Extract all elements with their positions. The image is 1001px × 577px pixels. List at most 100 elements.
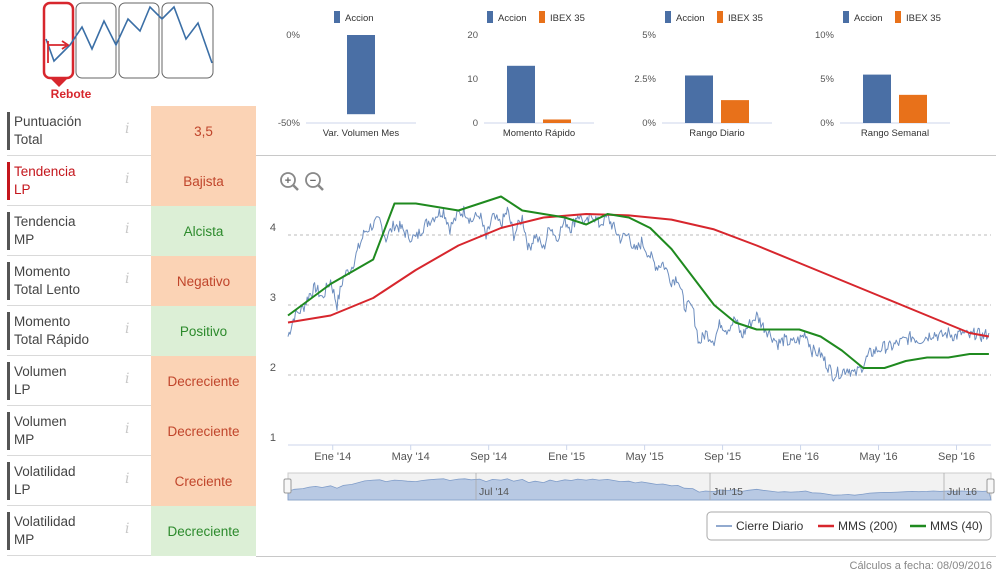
row-marker: [7, 512, 10, 550]
legend-label: Cierre Diario: [736, 519, 804, 533]
metric-value: Creciente: [151, 456, 256, 506]
y-tick-label: -50%: [278, 118, 301, 129]
metric-row: Volatilidad LP i Creciente: [7, 456, 256, 506]
y-tick-label: 5%: [642, 30, 656, 41]
y-tick-label: 3: [270, 292, 276, 304]
legend-swatch: [665, 11, 671, 23]
metric-label-line1: Puntuación: [14, 114, 82, 129]
x-tick-label: Ene '15: [548, 451, 585, 463]
x-tick-label: Sep '16: [938, 451, 975, 463]
calc-date-footnote: Cálculos a fecha: 08/09/2016: [849, 560, 993, 572]
x-tick-label: May '16: [859, 451, 897, 463]
metric-label-line1: Volumen: [14, 414, 67, 429]
legend-label: IBEX 35: [906, 13, 941, 24]
metric-row: Volumen MP i Decreciente: [7, 406, 256, 456]
row-marker: [7, 412, 10, 450]
legend-label: Accion: [854, 13, 883, 24]
legend-label: Accion: [498, 13, 527, 24]
metric-row: Volatilidad MP i Decreciente: [7, 506, 256, 556]
legend-label: IBEX 35: [550, 13, 585, 24]
metric-label: Volumen LP: [14, 363, 114, 399]
info-icon[interactable]: i: [125, 121, 130, 137]
row-marker: [7, 262, 10, 300]
y-tick-label: 10: [467, 74, 478, 85]
row-marker: [7, 312, 10, 350]
legend-swatch: [717, 11, 723, 23]
legend-box: [706, 511, 992, 541]
metric-label-line2: MP: [14, 432, 35, 447]
metric-row: Puntuación Total i 3,5: [7, 106, 256, 156]
mini-chart-rango-semanal: Accion IBEX 35 10% 5% 0% Rango Semanal: [815, 11, 950, 139]
navigator-label: Jul '14: [479, 486, 509, 498]
x-tick-label: Ene '14: [314, 451, 351, 463]
x-tick-label: May '15: [626, 451, 664, 463]
x-tick-label: Sep '15: [704, 451, 741, 463]
legend-label: Accion: [345, 13, 374, 24]
metric-value: Bajista: [151, 156, 256, 206]
navigator-label: Jul '16: [947, 486, 977, 498]
info-icon[interactable]: i: [125, 271, 130, 287]
y-tick-label: 0%: [642, 118, 656, 129]
metric-label-line2: Total Lento: [14, 282, 81, 297]
bar-ibex: [543, 119, 571, 123]
row-marker: [7, 162, 10, 200]
y-tick-label: 0%: [286, 30, 300, 41]
navigator-area: [287, 478, 992, 501]
metric-label: Momento Total Lento: [14, 263, 114, 299]
navigator-left-handle[interactable]: [283, 478, 292, 494]
navigator-label: Jul '15: [713, 486, 743, 498]
legend-label: Accion: [676, 13, 705, 24]
y-tick-label: 0: [473, 118, 478, 129]
info-icon[interactable]: i: [125, 421, 130, 437]
info-icon[interactable]: i: [125, 171, 130, 187]
metric-row: Volumen LP i Decreciente: [7, 356, 256, 406]
metric-list: Puntuación Total i 3,5 Tendencia LP i Bajista Te…: [7, 106, 256, 556]
metric-value: Negativo: [151, 256, 256, 306]
metric-row: Tendencia MP i Alcista: [7, 206, 256, 256]
metric-row: Momento Total Rápido i Positivo: [7, 306, 256, 356]
x-tick-label: May '14: [392, 451, 430, 463]
metric-value: Decreciente: [151, 406, 256, 456]
bar-accion: [685, 75, 713, 123]
metric-label-line2: MP: [14, 532, 35, 547]
y-tick-label: 10%: [815, 30, 835, 41]
mini-chart-title: Rango Diario: [689, 128, 744, 139]
metric-label-line1: Volatilidad: [14, 514, 76, 529]
metric-label-line2: LP: [14, 482, 31, 497]
mini-chart-title: Var. Volumen Mes: [323, 128, 400, 139]
bar-accion: [863, 74, 891, 123]
price-chart: + − 4 3 2 1 Ene '14 May '14 Sep '14 Ene '15 May …: [270, 172, 995, 541]
info-icon[interactable]: i: [125, 521, 130, 537]
y-tick-label: 2: [270, 362, 276, 374]
metric-label: Volumen MP: [14, 413, 114, 449]
navigator[interactable]: Jul '14 Jul '15 Jul '16: [283, 472, 995, 501]
zoom-in-icon: +: [285, 175, 291, 187]
metric-value: 3,5: [151, 106, 256, 156]
metric-label-line2: Total: [14, 132, 43, 147]
zoom-out-button[interactable]: −: [305, 172, 324, 191]
left-panel: Rebote Puntuación Total i 3,5 Tendencia LP i Ba…: [0, 0, 256, 577]
metric-label-line1: Tendencia: [14, 214, 76, 229]
y-tick-label: 2.5%: [634, 74, 656, 85]
metric-label: Puntuación Total: [14, 113, 114, 149]
rebote-logo: Rebote: [42, 1, 214, 101]
row-marker: [7, 362, 10, 400]
legend-label: MMS (40): [930, 519, 983, 533]
metric-value: Decreciente: [151, 506, 256, 556]
metric-value: Alcista: [151, 206, 256, 256]
info-icon[interactable]: i: [125, 221, 130, 237]
legend-label: MMS (200): [838, 519, 897, 533]
navigator-right-handle[interactable]: [986, 478, 995, 494]
row-marker: [7, 112, 10, 150]
zoom-in-button[interactable]: +: [280, 172, 299, 191]
info-icon[interactable]: i: [125, 371, 130, 387]
metric-label-line2: Total Rápido: [14, 332, 90, 347]
bar-accion: [507, 65, 535, 123]
y-tick-label: 20: [467, 30, 478, 41]
y-tick-label: 5%: [820, 74, 834, 85]
series-mms-200: [287, 213, 990, 338]
metric-label-line2: LP: [14, 182, 31, 197]
info-icon[interactable]: i: [125, 321, 130, 337]
metric-row: Momento Total Lento i Negativo: [7, 256, 256, 306]
info-icon[interactable]: i: [125, 471, 130, 487]
